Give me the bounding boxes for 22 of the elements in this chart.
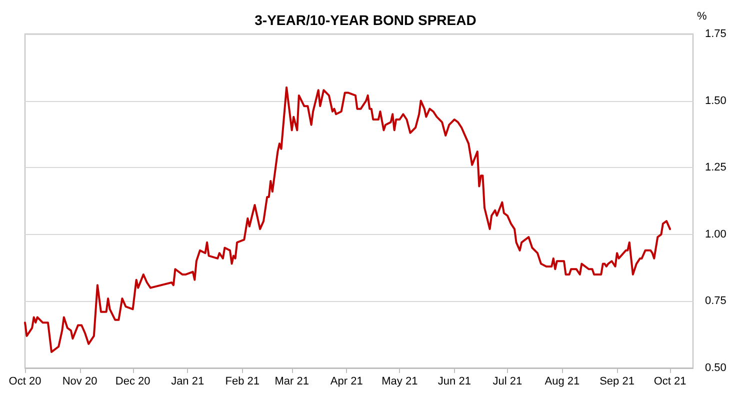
y-tick-label: 1.25	[705, 162, 726, 174]
x-tick-label: Aug 21	[544, 376, 580, 388]
y-axis-title: %	[697, 10, 707, 22]
x-tick-label: Apr 21	[330, 376, 363, 388]
x-tick-label: Jun 21	[438, 376, 471, 388]
x-tick-label: Mar 21	[274, 376, 309, 388]
y-tick-label: 1.50	[705, 94, 726, 107]
x-tick-label: Jul 21	[492, 376, 522, 388]
line-series	[24, 86, 672, 353]
x-tick-label: Dec 20	[115, 376, 150, 388]
y-tick-label: 0.75	[705, 295, 726, 308]
y-tick-label: 1.00	[705, 228, 726, 240]
x-tick-label: Jan 21	[171, 376, 204, 388]
chart-title: 3-YEAR/10-YEAR BOND SPREAD	[254, 12, 476, 28]
x-tick-label: Nov 20	[62, 376, 98, 388]
x-tick-label: Oct 20	[8, 376, 42, 388]
x-tick-label: May 21	[382, 376, 418, 388]
x-tick-label: Oct 21	[654, 376, 686, 388]
x-tick-label: Feb 21	[225, 376, 260, 388]
y-tick-label: 1.75	[705, 28, 726, 40]
x-tick-label: Sep 21	[600, 376, 634, 388]
y-tick-label: 0.50	[705, 362, 726, 374]
